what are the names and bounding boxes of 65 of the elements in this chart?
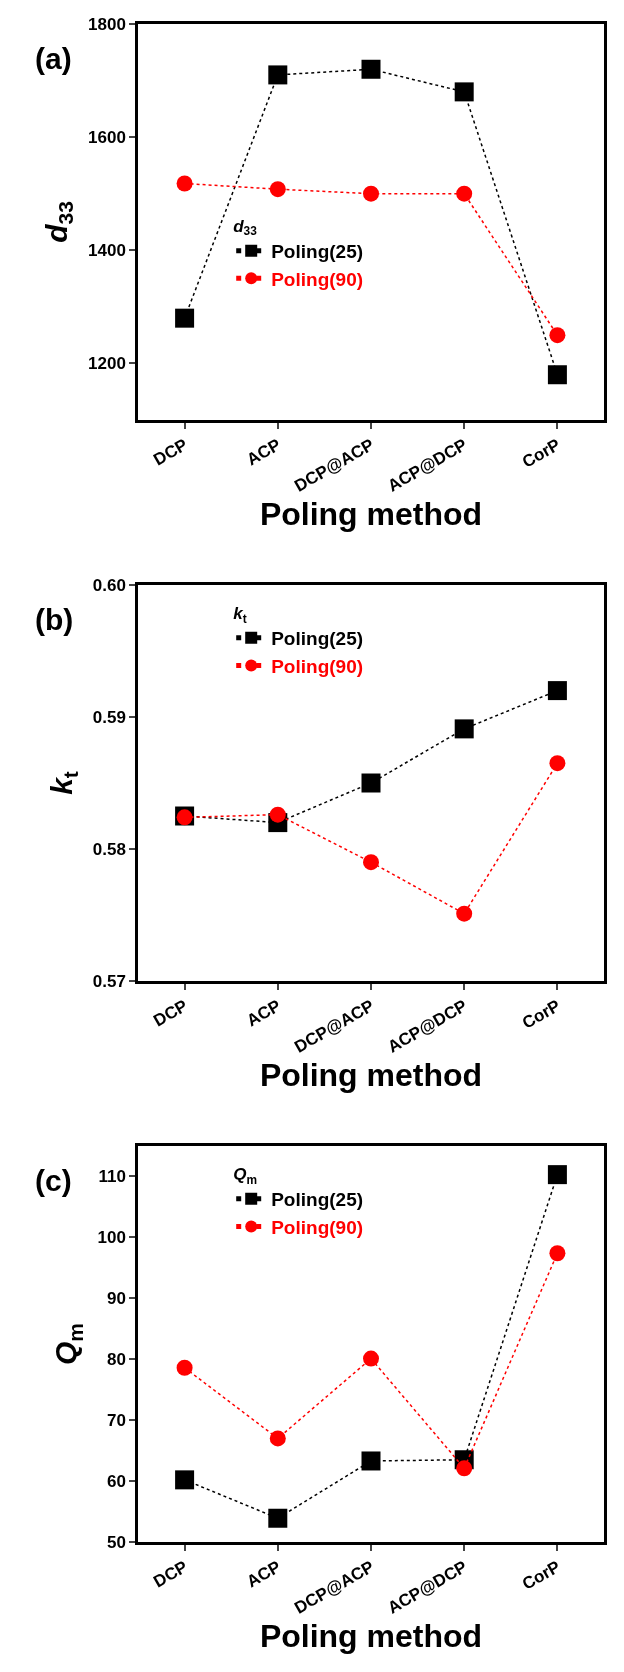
y-tick-label: 80: [106, 1350, 126, 1370]
y-tick-label: 70: [106, 1411, 126, 1431]
y-axis-title: Q$_{m}$: [233, 1164, 258, 1187]
point: [268, 65, 288, 85]
text: (b): [35, 603, 74, 636]
x-tick-label: ACP: [243, 996, 285, 1031]
text: (c): [35, 1164, 72, 1197]
point: [268, 1508, 288, 1528]
point: [361, 773, 381, 793]
point: [547, 681, 567, 701]
point: [269, 806, 286, 823]
point: [456, 1460, 473, 1477]
point: [363, 1350, 379, 1367]
legend-label: Poling(25): [271, 1189, 364, 1211]
y-tick-label: 50: [106, 1532, 126, 1552]
point: [175, 1470, 195, 1490]
x-tick-label: CorP: [518, 435, 564, 472]
point: [176, 175, 193, 192]
point: [175, 308, 195, 328]
point: [547, 365, 567, 385]
point: [363, 185, 379, 202]
y-tick-label: 0.58: [92, 839, 126, 859]
point: [269, 181, 286, 198]
point: [176, 1359, 193, 1376]
point: [361, 59, 381, 79]
point: [547, 1165, 567, 1185]
y-axis-title: d$_{33}$: [233, 216, 258, 239]
x-axis-title: Poling method: [259, 1056, 483, 1093]
point: [361, 1451, 381, 1471]
y-tick-label: 1400: [88, 241, 126, 261]
x-tick-label: DCP: [150, 996, 191, 1031]
y-tick-label: 0.57: [92, 971, 126, 991]
point: [363, 854, 379, 871]
point: [456, 185, 473, 202]
y-tick-label: 60: [106, 1472, 126, 1492]
y-tick-label: 100: [97, 1228, 126, 1248]
y-tick-label: 1800: [88, 14, 126, 34]
legend-label: Poling(90): [271, 268, 364, 290]
point: [549, 755, 566, 772]
y-tick-label: 1200: [88, 354, 126, 374]
legend-label: Poling(25): [271, 628, 364, 650]
y-tick-label: 110: [98, 1167, 126, 1187]
legend-label: Poling(90): [271, 1216, 364, 1238]
y-tick-label: 90: [106, 1289, 126, 1309]
legend-label: Poling(90): [271, 655, 364, 677]
y-axis-title: k$_{t}$: [233, 603, 247, 626]
point: [454, 82, 474, 102]
x-tick-label: CorP: [518, 996, 564, 1033]
x-tick-label: CorP: [518, 1557, 564, 1594]
x-tick-label: ACP: [243, 435, 285, 470]
point: [549, 1245, 566, 1262]
legend-label: Poling(25): [271, 241, 364, 263]
x-tick-label: DCP: [150, 1557, 191, 1592]
y-tick-label: 1600: [88, 128, 126, 148]
y-tick-label: 0.59: [92, 707, 126, 727]
point: [456, 905, 473, 922]
point: [549, 327, 566, 344]
text: (a): [35, 42, 72, 75]
x-axis-title: Poling method: [259, 1617, 483, 1654]
x-tick-label: ACP: [243, 1557, 285, 1592]
point: [454, 719, 474, 739]
y-tick-label: 0.60: [92, 575, 126, 595]
x-tick-label: DCP: [150, 435, 191, 470]
point: [269, 1430, 286, 1447]
x-axis-title: Poling method: [259, 495, 483, 532]
